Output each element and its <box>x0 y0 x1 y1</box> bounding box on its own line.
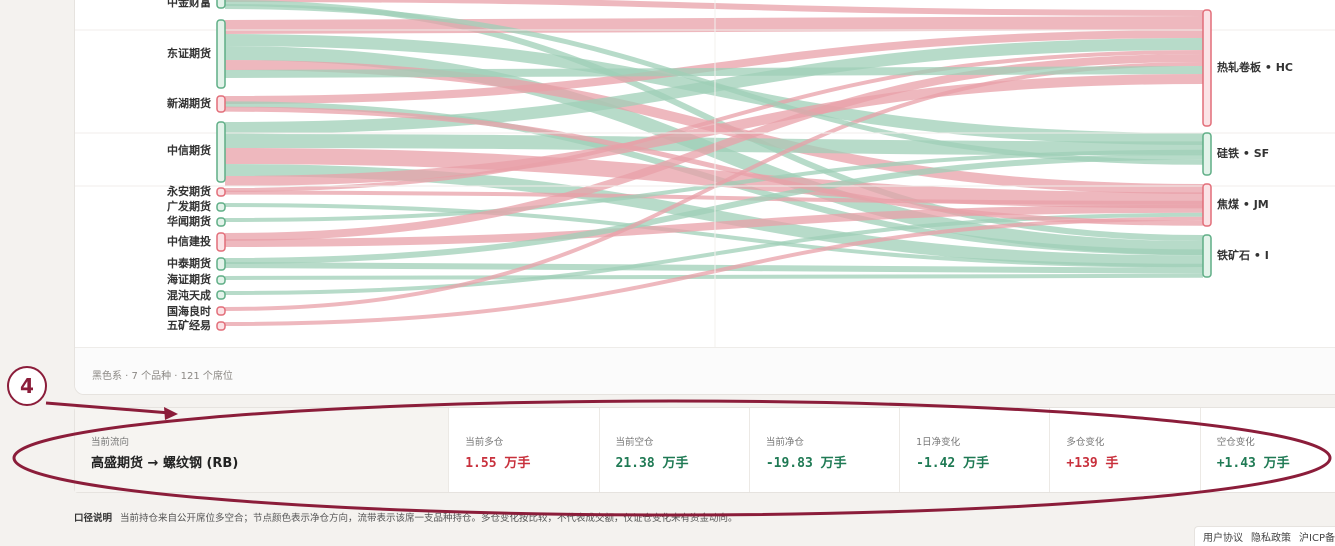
commodity-label: 热轧卷板 • HC <box>1217 60 1293 74</box>
flow-ribbon[interactable] <box>224 212 1204 295</box>
broker-label: 广发期货 <box>167 199 211 213</box>
link-privacy-policy[interactable]: 隐私政策 <box>1251 533 1292 544</box>
metric-label: 1日净变化 <box>916 437 961 448</box>
flow-ribbon[interactable] <box>224 66 1204 78</box>
metric-value: 21.38 万手 <box>615 456 689 471</box>
flow-ribbon[interactable] <box>224 30 1204 104</box>
flow-ribbon[interactable] <box>224 262 1204 274</box>
metric-label: 当前多仓 <box>465 437 504 448</box>
broker-label: 海证期货 <box>167 272 211 286</box>
broker-label: 东证期货 <box>167 46 211 60</box>
broker-label: 中信建投 <box>167 234 211 248</box>
broker-label: 永安期货 <box>166 184 211 198</box>
broker-label: 中泰期货 <box>167 256 211 270</box>
broker-label: 五矿经易 <box>167 318 211 332</box>
broker-label: 中金财富 <box>167 0 211 9</box>
broker-node[interactable] <box>216 121 226 183</box>
sankey-card: 中金财富东证期货新湖期货中信期货永安期货 广发期货 华闻期货中信建投中泰期货海证期货… <box>74 0 1335 395</box>
flow-ribbon[interactable] <box>224 148 1204 209</box>
broker-label: 华闻期货 <box>167 214 211 228</box>
broker-label: 混沌天成 <box>167 288 211 302</box>
sankey-chart: 中金财富东证期货新湖期货中信期货永安期货广发期货华闻期货中信建投中泰期货海证期货… <box>75 0 1335 347</box>
metric-long-change: 多仓变化 +139 手 <box>1050 408 1201 492</box>
metric-label: 多仓变化 <box>1066 437 1105 448</box>
broker-node[interactable] <box>216 95 226 113</box>
metric-value: -1.42 万手 <box>916 456 990 471</box>
broker-node[interactable] <box>216 275 226 285</box>
broker-node[interactable] <box>216 306 226 316</box>
commodity-node[interactable] <box>1202 234 1212 278</box>
commodity-label: 焦煤 • JM <box>1216 197 1269 211</box>
commodity-label: 铁矿石 • I <box>1217 248 1269 262</box>
flow-ribbon[interactable] <box>224 50 1204 192</box>
flow-ribbon[interactable] <box>224 0 1204 16</box>
flow-ribbon[interactable] <box>224 106 1204 226</box>
annotation-badge: 4 <box>7 366 47 406</box>
metric-value: +139 手 <box>1066 456 1119 471</box>
flow-ribbon[interactable] <box>224 190 1204 205</box>
metric-label: 空仓变化 <box>1216 437 1255 448</box>
card-footer: 黑色系 · 7 个品种 · 121 个席位 <box>75 347 1335 394</box>
broker-node[interactable] <box>216 321 226 331</box>
metric-long: 当前多仓 1.55 万手 <box>449 408 600 492</box>
broker-node[interactable] <box>216 257 226 271</box>
note-text: 当前持仓来自公开席位多空合；节点颜色表示净仓方向，流带表示该席一支品种持仓。多仓… <box>120 513 738 524</box>
footer-links: 用户协议 隐私政策 沪ICP备 <box>1194 526 1335 546</box>
commodity-node[interactable] <box>1202 132 1212 176</box>
current-flow-cell: 当前流向 高盛期货 → 螺纹钢 (RB) <box>75 408 450 492</box>
broker-node[interactable] <box>216 187 226 197</box>
flow-ribbon[interactable] <box>224 153 1204 264</box>
metric-net: 当前净仓 -19.83 万手 <box>750 408 901 492</box>
metric-short-change: 空仓变化 +1.43 万手 <box>1201 408 1335 492</box>
broker-node[interactable] <box>216 232 226 252</box>
link-icp[interactable]: 沪ICP备 <box>1299 533 1335 544</box>
broker-node[interactable] <box>216 19 226 89</box>
metric-net-change: 1日净变化 -1.42 万手 <box>900 408 1051 492</box>
broker-node[interactable] <box>216 0 226 9</box>
metric-label: 当前空仓 <box>615 437 654 448</box>
flow-ribbon[interactable] <box>224 4 1204 165</box>
broker-node[interactable] <box>216 202 226 212</box>
summary-strip: 当前流向 高盛期货 → 螺纹钢 (RB) 当前多仓 1.55 万手 当前空仓 2… <box>74 407 1335 493</box>
broker-node[interactable] <box>216 290 226 300</box>
commodity-node[interactable] <box>1202 183 1212 227</box>
metric-short: 当前空仓 21.38 万手 <box>600 408 750 492</box>
broker-label: 国海良时 <box>167 304 211 318</box>
broker-node[interactable] <box>216 217 226 227</box>
link-user-agreement[interactable]: 用户协议 <box>1203 533 1244 544</box>
note-title: 口径说明 <box>74 513 113 524</box>
flow-ribbon[interactable] <box>224 204 1204 247</box>
flow-ribbon[interactable] <box>224 273 1204 280</box>
metric-label: 当前净仓 <box>765 437 804 448</box>
methodology-note: 口径说明 当前持仓来自公开席位多空合；节点颜色表示净仓方向，流带表示该席一支品种持… <box>74 510 738 524</box>
flow-ribbon[interactable] <box>224 74 1204 186</box>
commodity-label: 硅铁 • SF <box>1217 146 1269 160</box>
commodity-node[interactable] <box>1202 9 1212 127</box>
metric-value: -19.83 万手 <box>765 456 847 471</box>
flow-ribbon[interactable] <box>224 203 1204 268</box>
chart-meta: 黑色系 · 7 个品种 · 121 个席位 <box>92 371 233 382</box>
flow-ribbon[interactable] <box>224 16 1204 34</box>
metric-value: 1.55 万手 <box>465 456 531 471</box>
broker-label: 新湖期货 <box>167 96 211 110</box>
flow-ribbon[interactable] <box>224 216 1204 326</box>
metric-value: +1.43 万手 <box>1216 456 1290 471</box>
current-flow-value: 高盛期货 → 螺纹钢 (RB) <box>91 456 239 471</box>
broker-label: 中信期货 <box>167 143 211 157</box>
current-flow-label: 当前流向 <box>91 437 130 448</box>
